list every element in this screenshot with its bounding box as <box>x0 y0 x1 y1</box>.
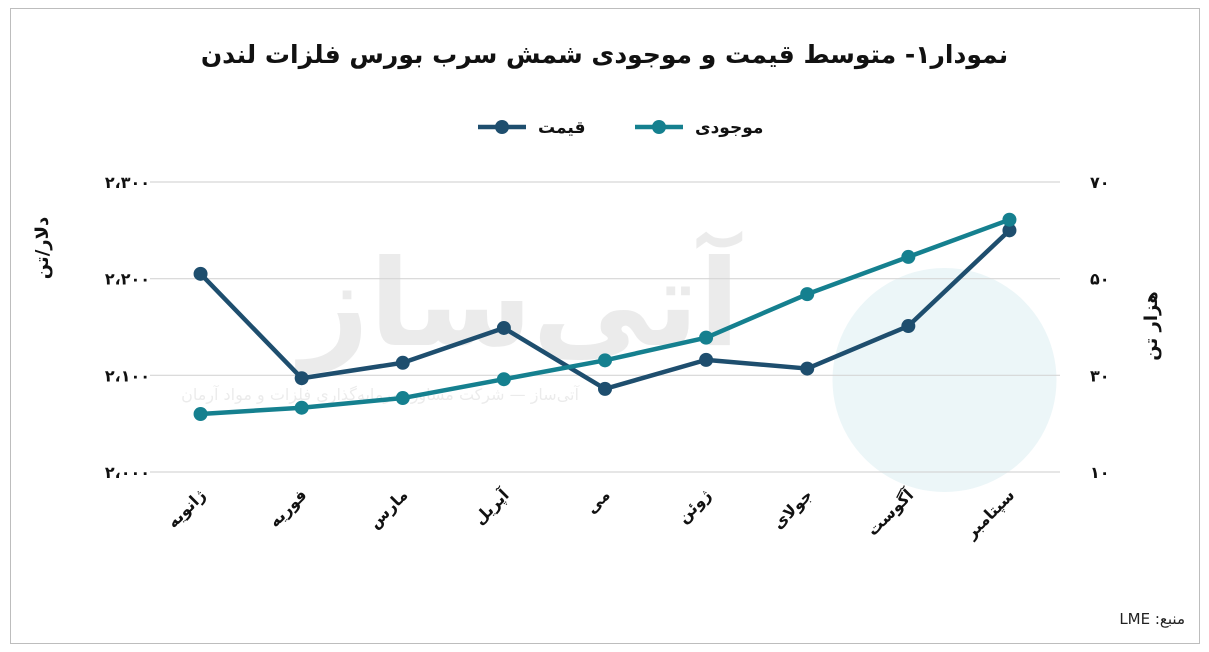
right-axis-title: هزار تن <box>1141 291 1162 360</box>
data-point <box>901 249 916 264</box>
category-label: جولای <box>769 485 816 532</box>
left-axis-ticks: ۲،۰۰۰ ۲،۱۰۰ ۲،۲۰۰ ۲،۳۰۰ <box>105 173 150 482</box>
x-axis-categories: ژانویه فوریه مارس آپریل می ژوئن جولای آگوست سپتا… <box>163 484 1019 543</box>
watermark-logo: آتی‌ساز آتی‌ساز — شرکت مشاور سرمایه‌گذار… <box>181 230 1057 492</box>
legend-marker <box>495 120 509 134</box>
left-tick-label: ۲،۲۰۰ <box>105 270 150 289</box>
category-label: ژانویه <box>163 485 209 531</box>
legend-label: قیمت <box>538 118 585 138</box>
category-label: فوریه <box>265 485 311 531</box>
data-point <box>395 355 410 370</box>
right-tick-label: ۳۰ <box>1090 366 1110 385</box>
data-point <box>496 372 511 387</box>
data-point <box>699 352 714 367</box>
category-label: آپریل <box>469 484 514 529</box>
category-label: مارس <box>365 485 412 532</box>
legend: موجودی قیمت <box>478 118 763 138</box>
category-label: می <box>582 485 614 517</box>
data-point <box>395 391 410 406</box>
left-tick-label: ۲،۳۰۰ <box>105 173 150 192</box>
data-point <box>901 319 916 334</box>
data-point <box>598 381 612 396</box>
left-tick-label: ۲،۰۰۰ <box>105 463 150 482</box>
source-note: منبع: LME <box>1119 610 1185 628</box>
category-label: ژوئن <box>674 485 715 526</box>
chart-title: نمودار۱- متوسط قیمت و موجودی شمش سرب بور… <box>200 40 1009 69</box>
left-axis-title: دلار/تن <box>32 217 53 280</box>
svg-text:آتی‌ساز — شرکت مشاور سرمایه‌گذ: آتی‌ساز — شرکت مشاور سرمایه‌گذاری فلزات … <box>181 385 580 405</box>
right-tick-label: ۷۰ <box>1090 173 1110 192</box>
legend-label: موجودی <box>695 118 763 138</box>
data-point <box>699 330 714 345</box>
svg-text:آتی‌ساز: آتی‌ساز <box>295 230 743 374</box>
series-group <box>193 212 1017 421</box>
category-label: سپتامبر <box>961 485 1019 543</box>
data-point <box>294 400 309 415</box>
data-point <box>294 371 309 386</box>
data-point <box>496 320 511 335</box>
data-point <box>193 407 208 421</box>
data-point <box>1002 223 1017 238</box>
data-point <box>1002 212 1017 227</box>
right-axis-ticks: ۱۰ ۳۰ ۵۰ ۷۰ <box>1090 173 1110 482</box>
right-tick-label: ۱۰ <box>1090 463 1110 482</box>
category-label: آگوست <box>862 484 917 539</box>
data-point <box>598 353 612 368</box>
data-point <box>800 361 815 376</box>
data-point <box>800 287 815 302</box>
right-tick-label: ۵۰ <box>1090 270 1110 289</box>
legend-marker <box>652 120 666 134</box>
data-point <box>193 266 208 281</box>
left-tick-label: ۲،۱۰۰ <box>105 366 150 385</box>
chart-frame <box>10 8 1200 644</box>
